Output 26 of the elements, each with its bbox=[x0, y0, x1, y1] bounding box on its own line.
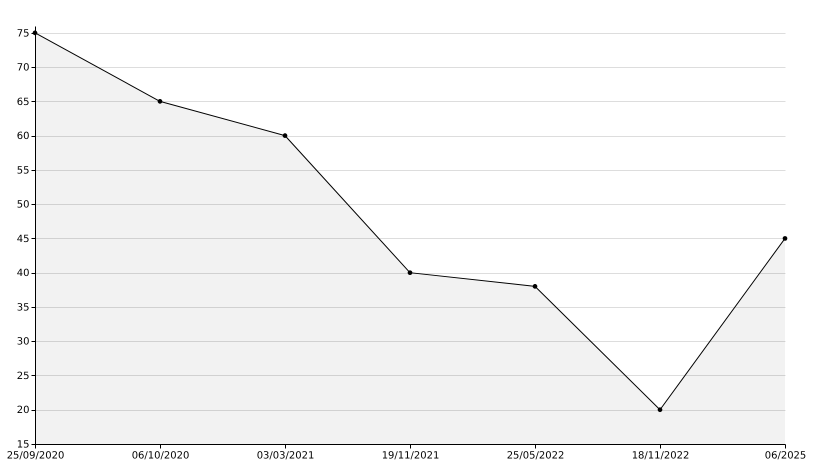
y-tick-label: 50 bbox=[16, 200, 30, 211]
y-tick-label: 35 bbox=[16, 302, 30, 314]
point bbox=[282, 133, 288, 138]
y-tick-label: 75 bbox=[16, 28, 30, 40]
y-tick-label: 25 bbox=[16, 370, 30, 382]
x-tick-label: 03/03/2021 bbox=[256, 450, 314, 462]
point bbox=[782, 236, 788, 241]
y-tick-label: 55 bbox=[16, 165, 30, 176]
y-tick-label: 15 bbox=[16, 440, 30, 450]
x-tick-label: 25/05/2022 bbox=[506, 450, 564, 462]
x-tick-label: 25/09/2020 bbox=[6, 450, 64, 462]
point bbox=[408, 270, 412, 276]
point bbox=[158, 99, 162, 104]
point bbox=[532, 284, 538, 289]
point bbox=[658, 407, 662, 412]
x-tick-label: 19/11/2021 bbox=[382, 450, 440, 462]
y-tick-label: 70 bbox=[16, 62, 30, 74]
y-tick-label: 20 bbox=[16, 405, 30, 416]
y-tick-label: 40 bbox=[16, 268, 30, 280]
y-tick-label: 45 bbox=[16, 234, 30, 245]
y-tick-label: 60 bbox=[16, 131, 30, 142]
y-tick-label: 65 bbox=[16, 96, 30, 108]
x-tick-label: 06/2025 bbox=[764, 450, 806, 462]
x-tick-label: 18/11/2022 bbox=[632, 450, 690, 462]
x-tick-label: 06/10/2020 bbox=[132, 450, 190, 462]
y-tick-label: 30 bbox=[16, 336, 30, 348]
